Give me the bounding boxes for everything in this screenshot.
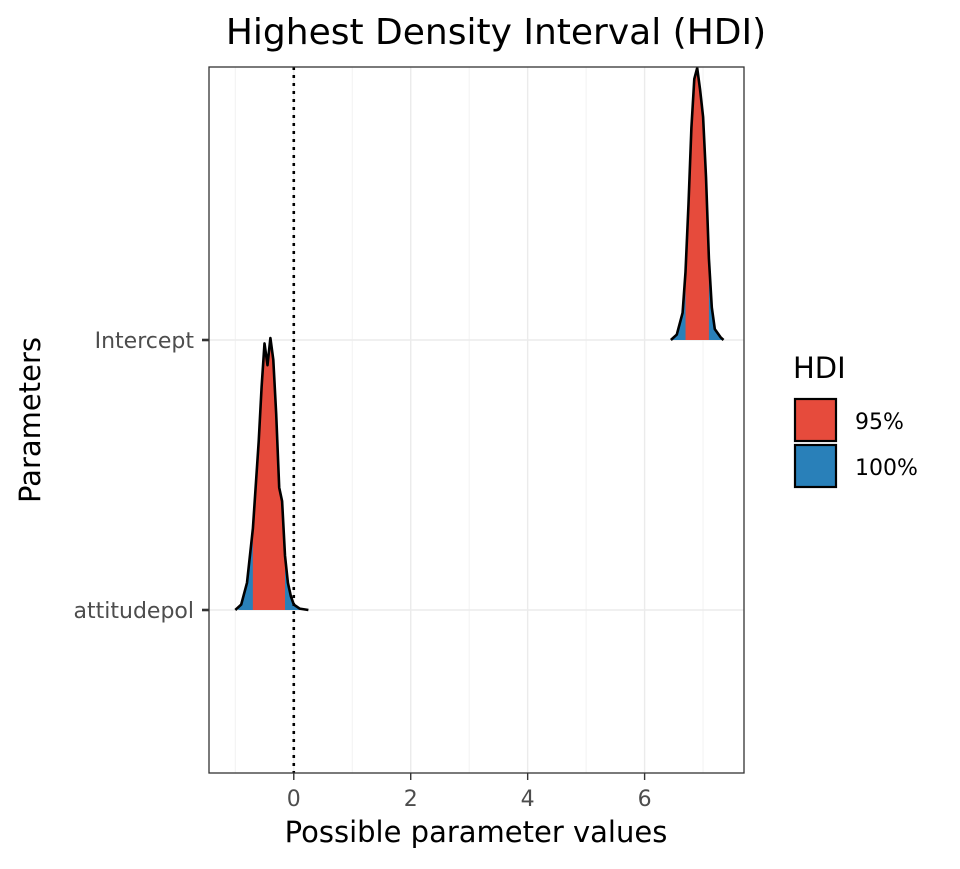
density-outline xyxy=(234,336,309,612)
x-tick-label: 4 xyxy=(521,787,535,812)
legend-swatch xyxy=(793,397,838,443)
legend-swatch xyxy=(793,443,838,489)
legend-label: 95% xyxy=(855,410,904,435)
plot-border xyxy=(208,66,745,774)
legend-label: 100% xyxy=(855,456,918,481)
legend: HDI 95% 100% xyxy=(793,351,918,489)
chart-title: Highest Density Interval (HDI) xyxy=(226,12,766,53)
legend-title: HDI xyxy=(793,351,846,385)
x-axis: 0 2 4 6 xyxy=(287,773,652,812)
y-tick-label: Intercept xyxy=(95,329,195,354)
density-outline xyxy=(670,66,725,341)
y-tick-label: attitudepol xyxy=(74,599,194,624)
plot-panel xyxy=(209,67,744,773)
x-tick-label: 2 xyxy=(404,787,418,812)
x-tick-label: 6 xyxy=(638,787,652,812)
x-axis-title: Possible parameter values xyxy=(285,815,668,849)
x-tick-label: 0 xyxy=(287,787,301,812)
y-axis: attitudepol Intercept xyxy=(74,329,209,624)
y-axis-title: Parameters xyxy=(13,337,47,503)
